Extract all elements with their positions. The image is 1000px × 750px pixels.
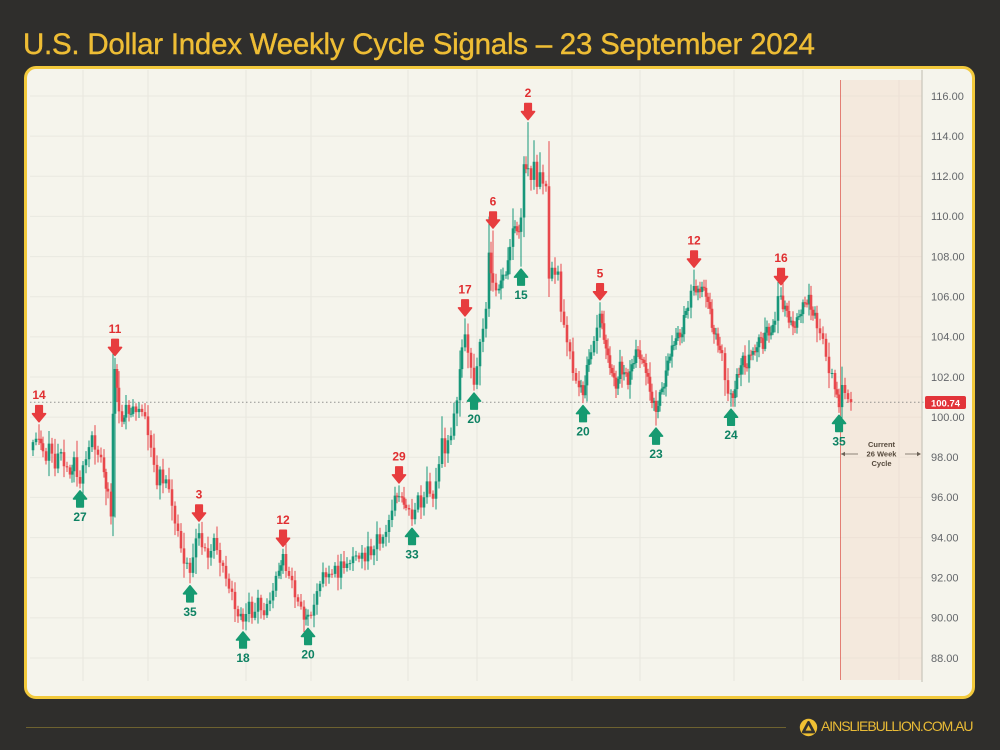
svg-text:94.00: 94.00 [931,532,959,544]
svg-text:104.00: 104.00 [931,332,965,344]
svg-text:20: 20 [467,412,481,426]
svg-text:108.00: 108.00 [931,251,965,263]
svg-text:35: 35 [183,605,197,619]
svg-text:26 Week: 26 Week [867,450,898,459]
svg-text:88.00: 88.00 [931,653,959,665]
svg-text:3: 3 [196,488,203,502]
svg-text:14: 14 [32,388,46,402]
svg-text:33: 33 [405,547,419,561]
svg-text:11: 11 [109,322,122,336]
svg-text:29: 29 [392,449,406,463]
svg-text:6: 6 [490,195,497,209]
svg-text:90.00: 90.00 [931,613,959,625]
svg-text:100.00: 100.00 [931,412,965,424]
svg-text:98.00: 98.00 [931,452,959,464]
svg-text:12: 12 [687,234,701,248]
svg-text:102.00: 102.00 [931,372,965,384]
svg-text:5: 5 [597,266,604,280]
svg-text:18: 18 [236,651,250,665]
svg-text:15: 15 [514,288,528,302]
svg-text:Cycle: Cycle [871,459,891,468]
svg-text:Current: Current [868,440,896,449]
svg-text:116.00: 116.00 [931,91,964,103]
svg-text:112.00: 112.00 [931,171,964,183]
svg-text:17: 17 [458,282,472,296]
svg-text:27: 27 [73,510,87,524]
svg-text:23: 23 [649,447,663,461]
svg-text:12: 12 [276,513,290,527]
svg-text:110.00: 110.00 [931,211,964,223]
svg-text:24: 24 [724,428,738,442]
svg-text:100.74: 100.74 [931,398,961,409]
svg-text:114.00: 114.00 [931,131,964,143]
svg-text:96.00: 96.00 [931,492,959,504]
svg-text:20: 20 [576,425,590,439]
svg-text:92.00: 92.00 [931,573,959,585]
svg-text:20: 20 [301,647,315,661]
svg-text:35: 35 [832,434,846,448]
svg-text:16: 16 [774,251,788,265]
svg-text:106.00: 106.00 [931,292,965,304]
svg-text:2: 2 [525,86,532,100]
